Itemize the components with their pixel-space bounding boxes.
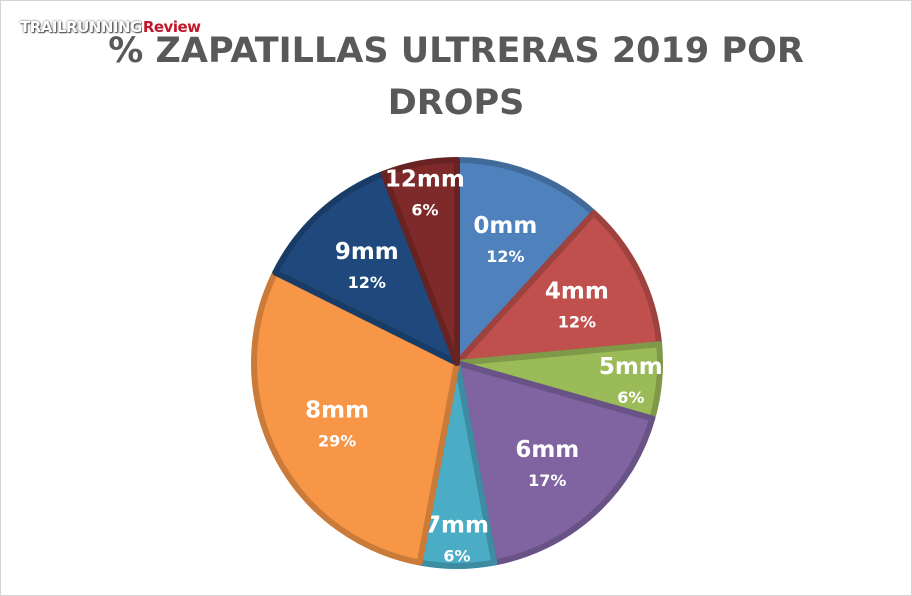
pie-slice-8mm xyxy=(250,269,460,566)
chart-title-line-2: DROPS xyxy=(387,83,525,123)
slice-percent-4mm: 12% xyxy=(558,312,596,331)
slice-percent-5mm: 6% xyxy=(617,388,644,407)
watermark-text-trailrunning: TRAILRUNNING xyxy=(20,18,142,36)
slice-label-6mm: 6mm xyxy=(515,437,579,463)
slice-label-5mm: 5mm xyxy=(599,354,663,380)
slice-label-7mm: 7mm xyxy=(425,513,489,539)
chart-title-line-1: % ZAPATILLAS ULTRERAS 2019 POR xyxy=(108,31,804,71)
pie-slice-4mm xyxy=(454,209,663,366)
watermark-text-review: Review xyxy=(141,18,202,36)
trailrunning-review-watermark: TRAILRUNNINGReview xyxy=(20,18,202,36)
pie-slice-6mm xyxy=(454,360,656,566)
slice-percent-7mm: 6% xyxy=(443,547,470,566)
slice-label-4mm: 4mm xyxy=(545,278,609,304)
slice-percent-12mm: 6% xyxy=(411,200,438,219)
pie-slice-12mm xyxy=(380,157,460,366)
slice-percent-9mm: 12% xyxy=(348,273,386,292)
pie-slice-9mm xyxy=(272,170,460,366)
slice-label-0mm: 0mm xyxy=(473,213,537,239)
pie-slice-0mm xyxy=(454,157,597,366)
slice-label-9mm: 9mm xyxy=(335,239,399,265)
slice-label-8mm: 8mm xyxy=(305,398,369,424)
slice-label-12mm: 12mm xyxy=(385,166,465,192)
slice-percent-0mm: 12% xyxy=(486,247,524,266)
slice-percent-6mm: 17% xyxy=(528,471,566,490)
slice-percent-8mm: 29% xyxy=(318,432,356,451)
